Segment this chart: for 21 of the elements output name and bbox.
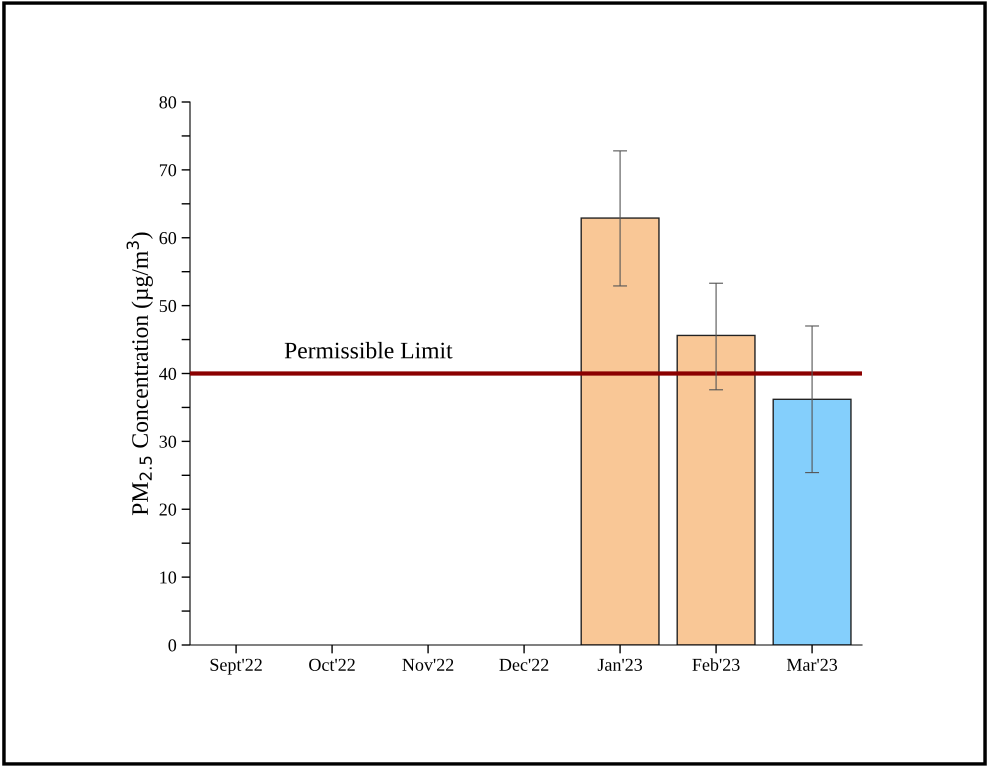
y-axis-title: PM$_{2.5}$ Concentration (µg/m$^{3}$) (126, 232, 153, 516)
y-tick-label: 60 (160, 232, 176, 244)
ref-line-label: Permissible Limit (284, 342, 452, 359)
y-tick-label: 80 (159, 96, 176, 108)
y-tick-label: 50 (160, 300, 176, 312)
x-tick-label: Sept'22 (210, 658, 262, 675)
y-tick-label: 40 (159, 368, 176, 380)
x-tick-label: Mar'23 (786, 658, 838, 671)
x-tick-label: Feb'23 (692, 658, 740, 671)
x-tick-label: Oct'22 (309, 658, 355, 671)
bar (772, 398, 852, 645)
y-tick-label: 30 (160, 436, 176, 448)
x-tick-label: Dec'22 (499, 658, 548, 671)
bar (676, 334, 756, 645)
x-tick-label: Nov'22 (402, 658, 454, 671)
y-tick-label: 0 (168, 639, 176, 652)
y-tick-label: 70 (160, 164, 176, 176)
x-tick-label: Jan'23 (598, 658, 642, 671)
y-tick-label: 10 (160, 571, 176, 584)
y-tick-label: 20 (160, 504, 176, 516)
bar (580, 217, 660, 645)
